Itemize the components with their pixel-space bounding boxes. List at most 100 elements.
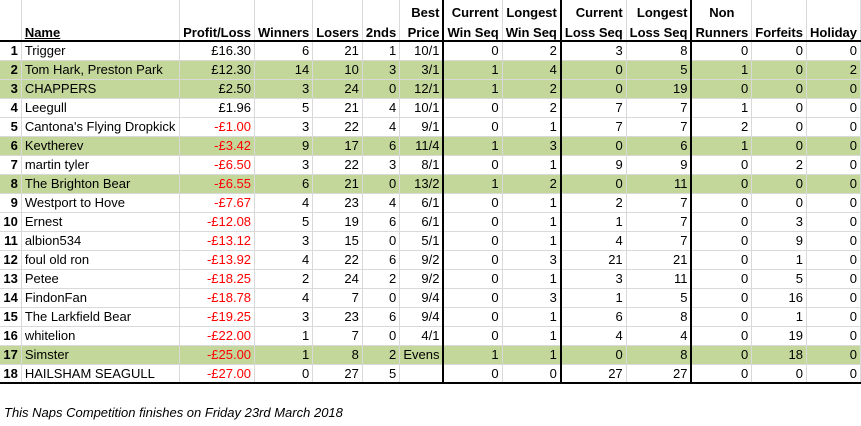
current-loss-cell: 0 <box>560 79 627 99</box>
holiday-cell: 0 <box>806 117 861 137</box>
rank-cell: 9 <box>0 193 22 213</box>
header-longest-loss-top: Longest <box>626 0 693 20</box>
winners-cell: 9 <box>254 136 314 156</box>
longest-win-cell: 1 <box>502 117 562 137</box>
non-runners-cell: 0 <box>691 212 753 232</box>
rank-cell: 5 <box>0 117 22 137</box>
name-cell: Tom Hark, Preston Park <box>21 60 181 80</box>
profit-loss-cell: -£12.08 <box>179 212 256 232</box>
profit-loss-cell: -£13.12 <box>179 231 256 251</box>
best-price-cell: Evens <box>399 345 444 365</box>
profit-loss-cell: £2.50 <box>179 79 256 99</box>
holiday-cell: 2 <box>806 60 861 80</box>
losers-cell: 17 <box>312 136 363 156</box>
non-runners-cell: 0 <box>691 345 753 365</box>
rank-cell: 8 <box>0 174 22 194</box>
name-cell: Westport to Hove <box>21 193 181 213</box>
winners-cell: 0 <box>254 364 314 384</box>
losers-cell: 23 <box>312 193 363 213</box>
non-runners-cell: 0 <box>691 41 753 61</box>
losers-cell: 22 <box>312 250 363 270</box>
current-loss-cell: 3 <box>560 41 627 61</box>
current-win-cell: 0 <box>442 326 503 346</box>
non-runners-cell: 0 <box>691 326 753 346</box>
best-price-cell: 11/4 <box>399 136 444 156</box>
longest-loss-cell: 8 <box>626 345 693 365</box>
losers-cell: 23 <box>312 307 363 327</box>
profit-loss-cell: -£27.00 <box>179 364 256 384</box>
longest-win-cell: 4 <box>502 60 562 80</box>
table-row: 9 Westport to Hove -£7.67 4 23 4 6/1 0 1 2 7 0 0 0 <box>0 193 861 213</box>
best-price-cell: 9/4 <box>399 288 444 308</box>
holiday-cell: 0 <box>806 41 861 61</box>
header-holiday: Holiday <box>806 20 861 42</box>
winners-cell: 1 <box>254 326 314 346</box>
longest-loss-cell: 7 <box>626 98 693 118</box>
winners-cell: 3 <box>254 79 314 99</box>
footer-note: This Naps Competition finishes on Friday… <box>4 405 343 420</box>
name-cell: whitelion <box>21 326 181 346</box>
table-row: 8 The Brighton Bear -£6.55 6 21 0 13/2 1 2 0 11 0 0 0 <box>0 174 861 194</box>
longest-loss-cell: 19 <box>626 79 693 99</box>
longest-win-cell: 1 <box>502 307 562 327</box>
winners-cell: 5 <box>254 98 314 118</box>
profit-loss-cell: -£13.92 <box>179 250 256 270</box>
longest-win-cell: 1 <box>502 231 562 251</box>
holiday-cell: 0 <box>806 250 861 270</box>
forfeits-cell: 0 <box>751 79 807 99</box>
longest-win-cell: 0 <box>502 364 562 384</box>
table-row: 16 whitelion -£22.00 1 7 0 4/1 0 1 4 4 0 19 0 <box>0 326 861 346</box>
seconds-cell: 0 <box>362 79 401 99</box>
seconds-cell: 0 <box>362 326 401 346</box>
non-runners-cell: 1 <box>691 136 753 156</box>
seconds-cell: 4 <box>362 117 401 137</box>
forfeits-cell: 9 <box>751 231 807 251</box>
forfeits-cell: 0 <box>751 41 807 61</box>
table-row: 12 foul old ron -£13.92 4 22 6 9/2 0 3 21 21 0 1 0 <box>0 250 861 270</box>
table-row: 5 Cantona's Flying Dropkick -£1.00 3 22 4 9/1 0… <box>0 117 861 137</box>
seconds-cell: 4 <box>362 193 401 213</box>
longest-loss-cell: 8 <box>626 307 693 327</box>
longest-loss-cell: 7 <box>626 212 693 232</box>
winners-cell: 5 <box>254 212 314 232</box>
profit-loss-cell: -£18.78 <box>179 288 256 308</box>
seconds-cell: 4 <box>362 98 401 118</box>
current-win-cell: 0 <box>442 98 503 118</box>
current-loss-cell: 1 <box>560 288 627 308</box>
longest-loss-cell: 7 <box>626 193 693 213</box>
rank-cell: 1 <box>0 41 22 61</box>
forfeits-cell: 19 <box>751 326 807 346</box>
longest-loss-cell: 6 <box>626 136 693 156</box>
holiday-cell: 0 <box>806 364 861 384</box>
current-win-cell: 0 <box>442 307 503 327</box>
forfeits-cell: 16 <box>751 288 807 308</box>
non-runners-cell: 0 <box>691 307 753 327</box>
header-longest-win: Win Seq <box>502 20 562 42</box>
holiday-cell: 0 <box>806 307 861 327</box>
table-row: 7 martin tyler -£6.50 3 22 3 8/1 0 1 9 9 0 2 0 <box>0 155 861 175</box>
rank-cell: 15 <box>0 307 22 327</box>
rank-cell: 10 <box>0 212 22 232</box>
name-cell: HAILSHAM SEAGULL <box>21 364 181 384</box>
header-best-price: Price <box>399 20 444 42</box>
seconds-cell: 0 <box>362 288 401 308</box>
current-loss-cell: 21 <box>560 250 627 270</box>
profit-loss-cell: -£18.25 <box>179 269 256 289</box>
table-row: 2 Tom Hark, Preston Park £12.30 14 10 3 3/1 1 4 0… <box>0 60 861 80</box>
current-loss-cell: 0 <box>560 345 627 365</box>
losers-cell: 15 <box>312 231 363 251</box>
non-runners-cell: 0 <box>691 174 753 194</box>
header-current-loss: Loss Seq <box>560 20 627 42</box>
name-cell: The Larkfield Bear <box>21 307 181 327</box>
seconds-cell: 6 <box>362 307 401 327</box>
current-loss-cell: 6 <box>560 307 627 327</box>
current-loss-cell: 7 <box>560 98 627 118</box>
longest-loss-cell: 5 <box>626 288 693 308</box>
table-row: 4 Leegull £1.96 5 21 4 10/1 0 2 7 7 1 0 0 <box>0 98 861 118</box>
best-price-cell: 13/2 <box>399 174 444 194</box>
holiday-cell: 0 <box>806 136 861 156</box>
rank-cell: 4 <box>0 98 22 118</box>
profit-loss-cell: £12.30 <box>179 60 256 80</box>
forfeits-cell: 0 <box>751 364 807 384</box>
seconds-cell: 1 <box>362 41 401 61</box>
